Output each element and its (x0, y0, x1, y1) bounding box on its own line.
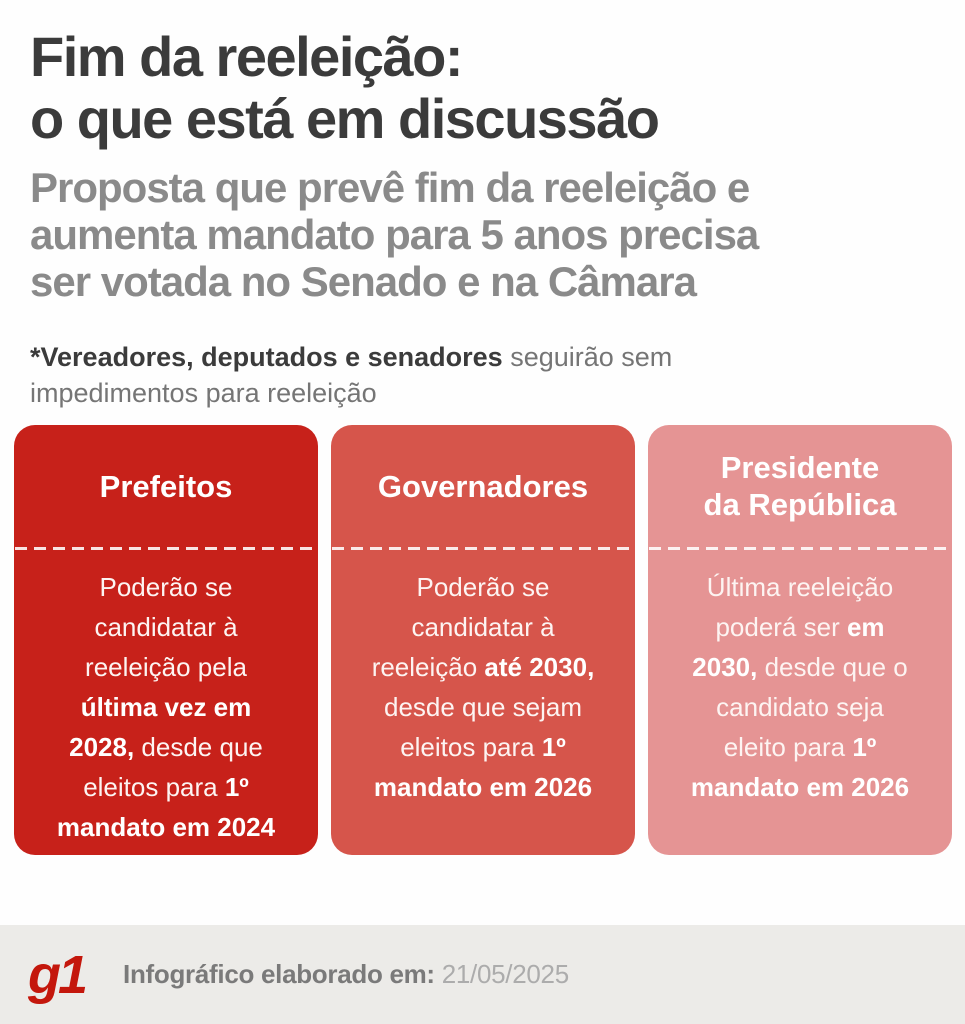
header: Fim da reeleição: o que está em discussã… (0, 0, 965, 411)
card-governadores-body: Poderão se candidatar à reeleição até 20… (371, 572, 595, 802)
footer-bar: g1 Infográfico elaborado em: 21/05/2025 (0, 925, 965, 1024)
card-presidente-divider (649, 547, 951, 550)
cards-row: Prefeitos Poderão se candidatar à reelei… (14, 425, 952, 855)
card-governadores: Governadores Poderão se candidatar à ree… (331, 425, 635, 855)
card-governadores-title: Governadores (377, 468, 589, 504)
page-subtitle: Proposta que prevê fim da reeleição e au… (30, 164, 759, 305)
card-governadores-divider (332, 547, 634, 550)
card-presidente: Presidente da República Última reeleição… (648, 425, 952, 855)
card-prefeitos-title: Prefeitos (99, 468, 233, 504)
footer-date: 21/05/2025 (441, 959, 569, 989)
page-title: Fim da reeleição: o que está em discussã… (30, 25, 660, 150)
footer-text: Infográfico elaborado em: 21/05/2025 (123, 959, 569, 990)
footer-label: Infográfico elaborado em: (123, 959, 435, 989)
g1-logo: g1 (28, 944, 88, 1005)
card-prefeitos-body: Poderão se candidatar à reeleição pela ú… (56, 572, 276, 842)
card-prefeitos: Prefeitos Poderão se candidatar à reelei… (14, 425, 318, 855)
card-prefeitos-divider (15, 547, 317, 550)
footnote: *Vereadores, deputados e senadores segui… (30, 342, 673, 408)
card-presidente-body: Última reeleição poderá ser em 2030, des… (690, 572, 910, 802)
card-presidente-title: Presidente da República (703, 450, 897, 522)
